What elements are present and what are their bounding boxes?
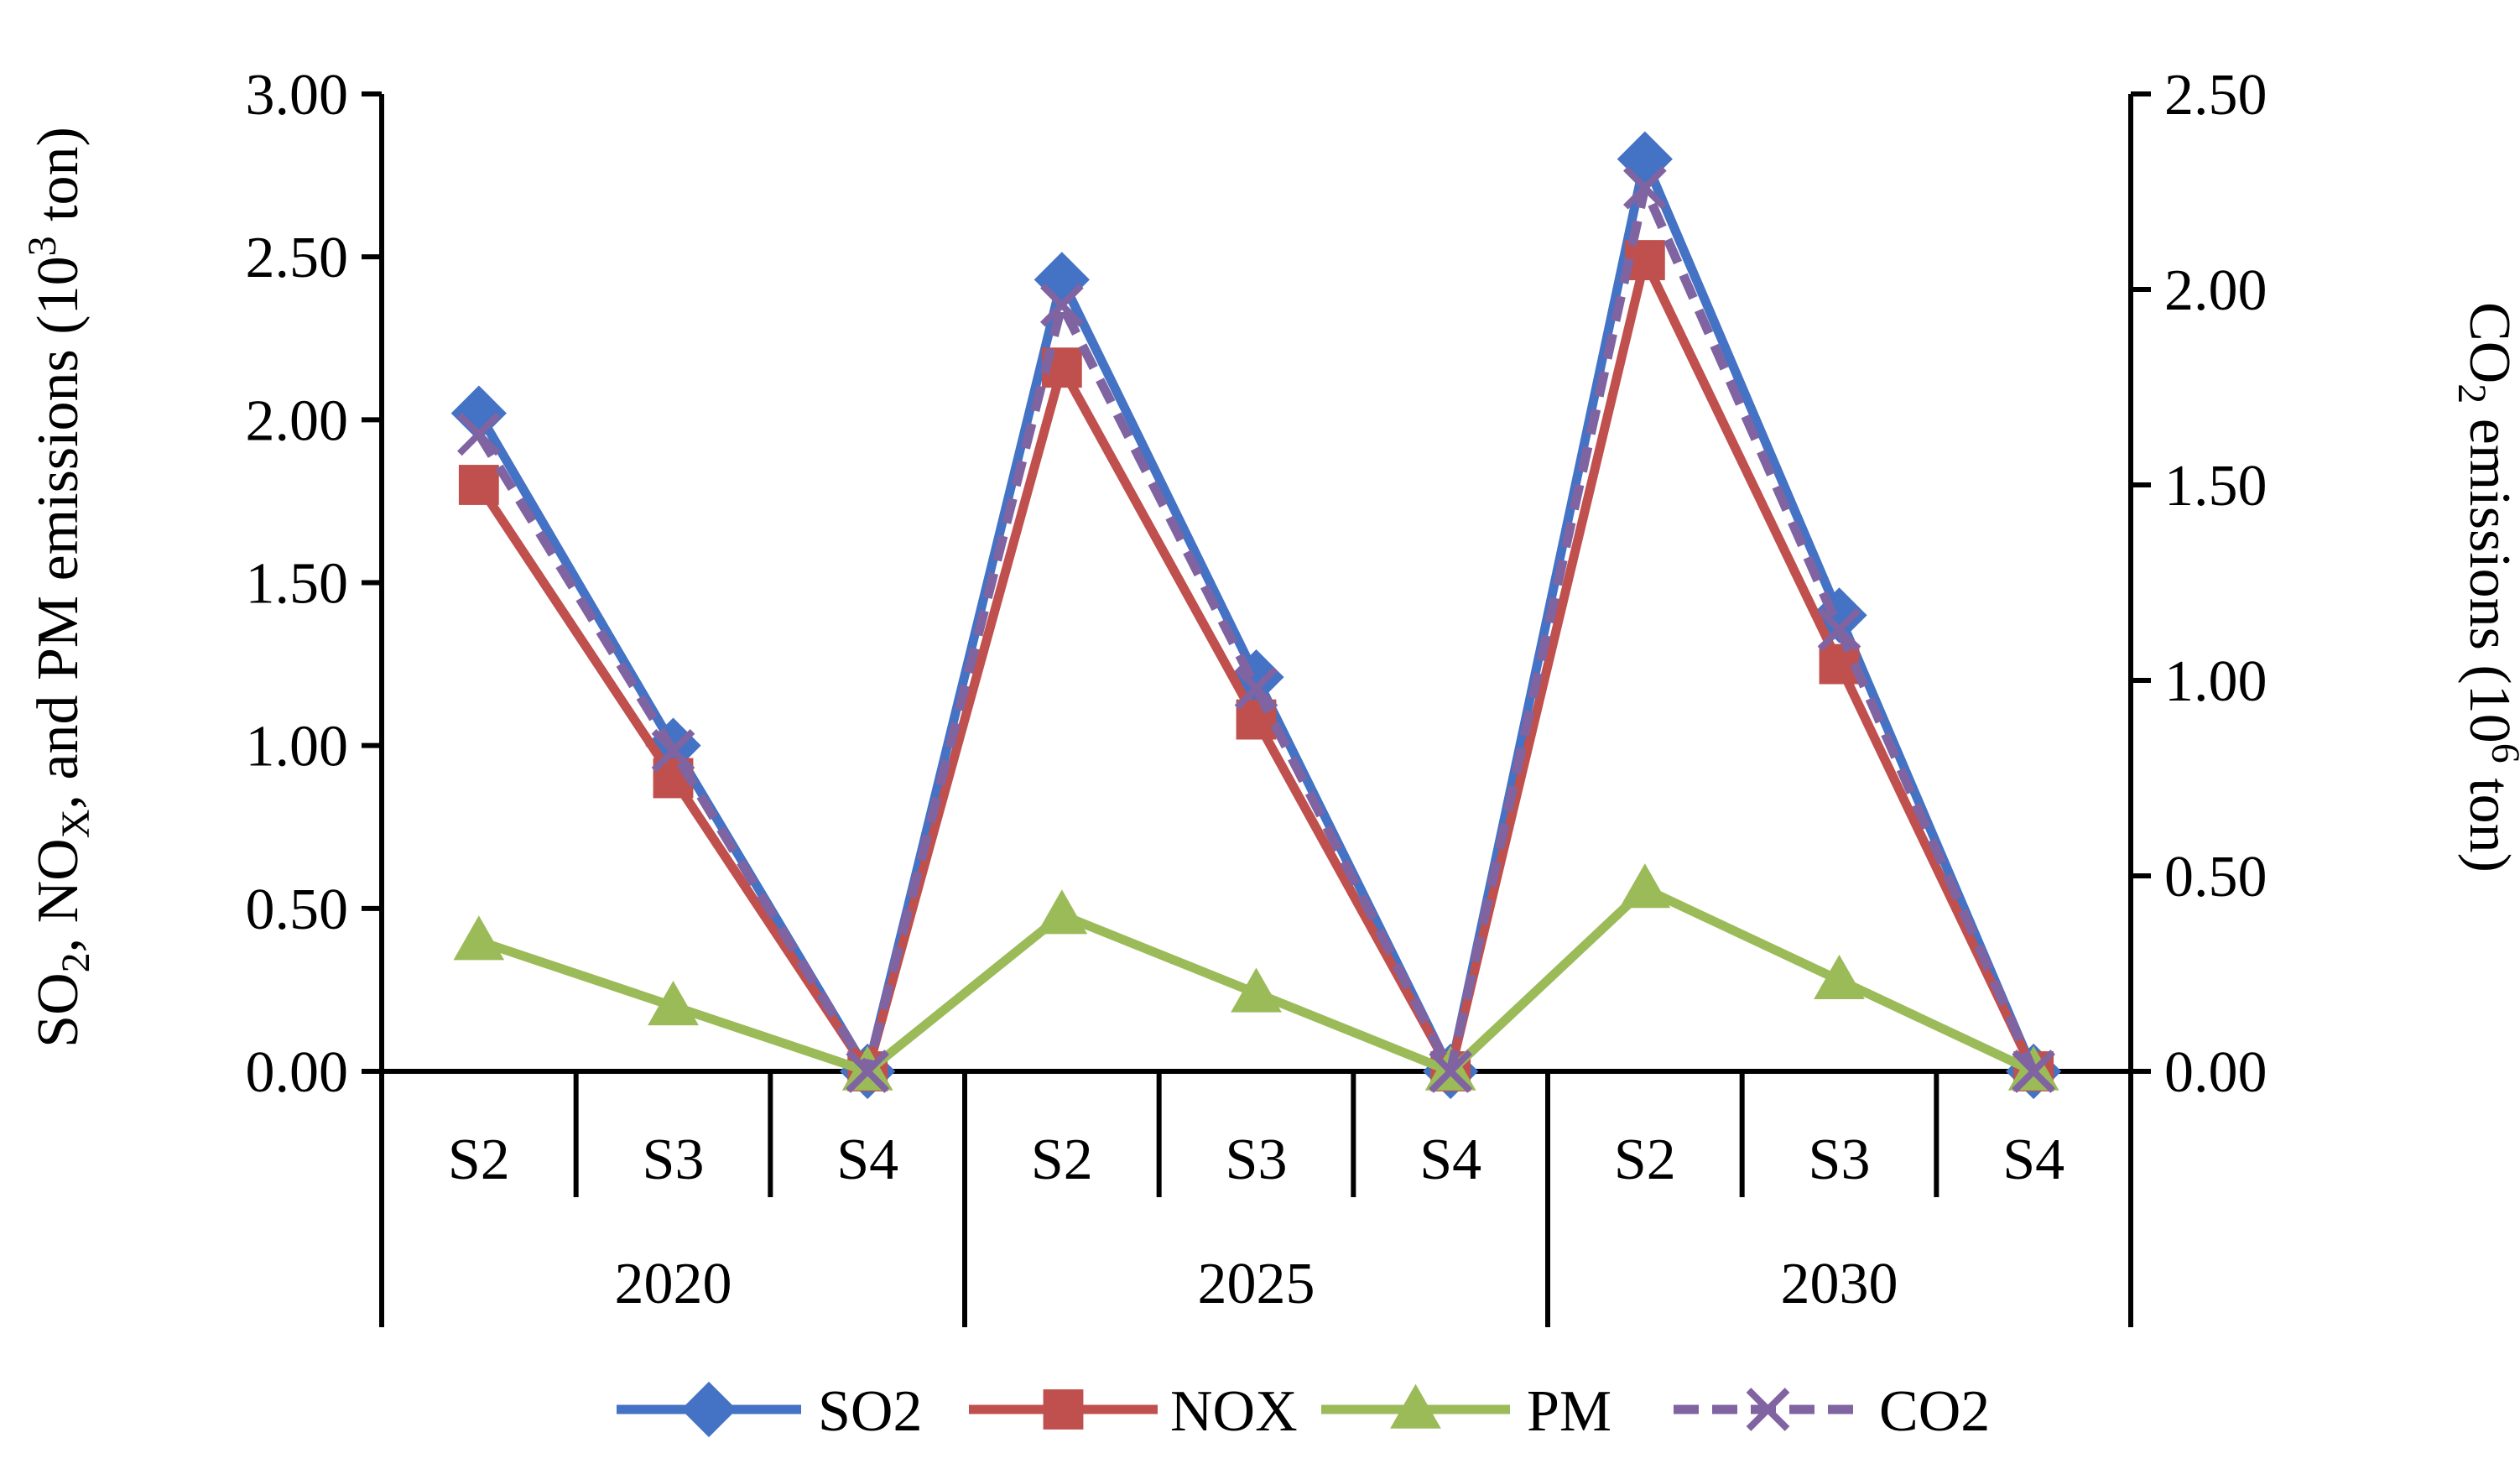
series-pm [453, 863, 2059, 1091]
y-right-tick-label: 2.50 [2164, 63, 2267, 128]
data-point-co2 [1817, 607, 1861, 652]
legend-item-co2: CO2 [1674, 1379, 1990, 1444]
data-point-so2 [1617, 131, 1673, 187]
y-right-tick-label: 1.00 [2164, 649, 2267, 714]
data-point-co2 [651, 729, 695, 773]
x-category-label: S4 [836, 1128, 898, 1192]
legend: SO2 NOX PM CO2 [617, 1379, 1990, 1444]
legend-item-so2: SO2 [617, 1379, 922, 1444]
data-point-co2 [1234, 666, 1278, 711]
data-point-co2 [457, 412, 501, 456]
data-point-nox [1819, 643, 1860, 685]
legend-label: NOX [1170, 1379, 1298, 1444]
x-category-label: S4 [1419, 1128, 1481, 1192]
data-point-pm [1036, 889, 1088, 935]
data-point-co2 [2012, 1050, 2055, 1093]
data-point-pm [1814, 954, 1865, 1000]
data-point-pm [1231, 967, 1282, 1013]
legend-marker [1746, 1388, 1790, 1431]
x-category-label: S2 [1614, 1128, 1676, 1192]
data-point-co2 [846, 1050, 889, 1093]
x-category-label: S3 [643, 1128, 705, 1192]
y-right-tick-label: 1.50 [2164, 454, 2267, 518]
y-right-tick-label: 0.00 [2164, 1040, 2267, 1105]
data-point-pm [453, 915, 505, 961]
x-category-label: S4 [2002, 1128, 2064, 1192]
axes-layer: 0.00 0.50 1.00 1.50 2.00 2.50 3.00 0.00 0.50 1.00… [246, 63, 2267, 1327]
legend-item-nox: NOX [969, 1379, 1298, 1444]
data-point-so2 [1034, 252, 1090, 308]
y-left-tick-label: 2.00 [246, 388, 349, 453]
x-group-label: 2025 [1198, 1252, 1315, 1316]
x-category-label: S2 [448, 1128, 510, 1192]
y-right-tick-label: 2.00 [2164, 258, 2267, 323]
y-left-axis-title: SO2, NOX, and PM emissions (103 ton) [20, 127, 98, 1048]
x-category-label: S3 [1226, 1128, 1288, 1192]
data-point-nox [458, 465, 499, 505]
legend-label: SO2 [818, 1379, 922, 1444]
legend-item-pm: PM [1321, 1379, 1611, 1444]
data-point-so2 [450, 385, 507, 441]
data-point-pm [1619, 863, 1671, 909]
data-point-co2 [1429, 1050, 1472, 1093]
series-layer [450, 131, 2062, 1100]
legend-label: CO2 [1879, 1379, 1990, 1444]
legend-marker [1390, 1383, 1441, 1429]
y-left-tick-label: 0.50 [246, 878, 349, 942]
y-right-axis-title: CO2 emissions (106 ton) [2450, 302, 2520, 873]
x-category-label: S2 [1031, 1128, 1093, 1192]
legend-label: PM [1527, 1379, 1611, 1444]
y-right-tick-label: 0.50 [2164, 845, 2267, 909]
series-co2 [457, 166, 2055, 1093]
legend-marker [680, 1381, 737, 1438]
series-line-co2 [475, 183, 2038, 1076]
x-group-label: 2030 [1781, 1252, 1898, 1316]
y-left-tick-label: 2.50 [246, 226, 349, 290]
y-left-tick-label: 1.00 [246, 715, 349, 779]
y-left-tick-label: 1.50 [246, 552, 349, 617]
data-point-co2 [1623, 166, 1667, 210]
legend-marker [1043, 1389, 1084, 1430]
y-left-tick-label: 0.00 [246, 1040, 349, 1105]
series-line-so2 [475, 154, 2038, 1076]
x-group-label: 2020 [615, 1252, 732, 1316]
data-point-pm [648, 980, 699, 1026]
x-category-label: S3 [1809, 1128, 1871, 1192]
data-point-co2 [1040, 283, 1084, 327]
data-point-so2 [1228, 649, 1284, 706]
y-left-tick-label: 3.00 [246, 63, 349, 128]
